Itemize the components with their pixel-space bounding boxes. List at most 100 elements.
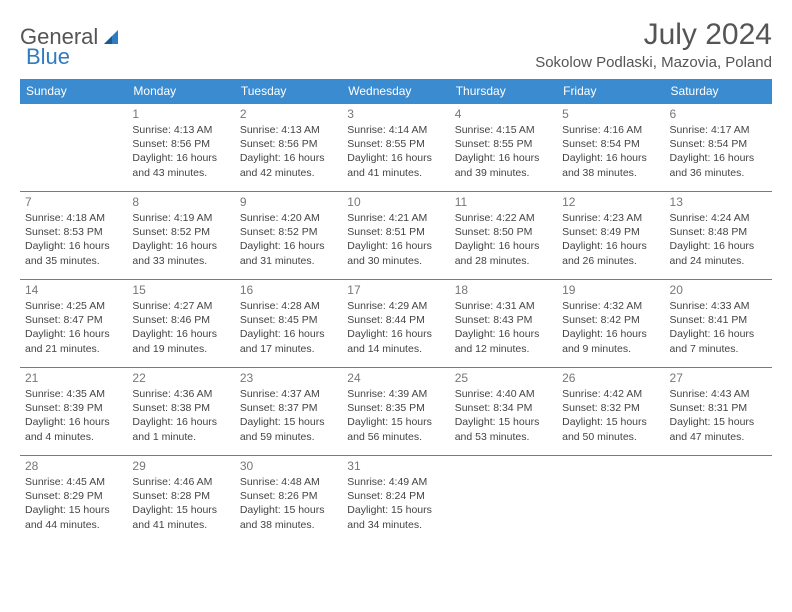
daylight-text: Daylight: 15 hours and 53 minutes. [455, 415, 552, 443]
day-info: Sunrise: 4:17 AMSunset: 8:54 PMDaylight:… [670, 123, 767, 180]
daylight-text: Daylight: 16 hours and 14 minutes. [347, 327, 444, 355]
day-number: 27 [670, 371, 767, 385]
sunrise-text: Sunrise: 4:24 AM [670, 211, 767, 225]
day-number: 8 [132, 195, 229, 209]
day-info: Sunrise: 4:45 AMSunset: 8:29 PMDaylight:… [25, 475, 122, 532]
sunset-text: Sunset: 8:45 PM [240, 313, 337, 327]
daylight-text: Daylight: 16 hours and 4 minutes. [25, 415, 122, 443]
calendar-day-cell [665, 456, 772, 544]
calendar-day-cell: 3Sunrise: 4:14 AMSunset: 8:55 PMDaylight… [342, 104, 449, 192]
calendar-day-cell [557, 456, 664, 544]
daylight-text: Daylight: 16 hours and 21 minutes. [25, 327, 122, 355]
sunrise-text: Sunrise: 4:14 AM [347, 123, 444, 137]
daylight-text: Daylight: 15 hours and 47 minutes. [670, 415, 767, 443]
sunset-text: Sunset: 8:53 PM [25, 225, 122, 239]
day-number: 20 [670, 283, 767, 297]
daylight-text: Daylight: 15 hours and 59 minutes. [240, 415, 337, 443]
sunset-text: Sunset: 8:54 PM [670, 137, 767, 151]
calendar-day-cell: 4Sunrise: 4:15 AMSunset: 8:55 PMDaylight… [450, 104, 557, 192]
sunrise-text: Sunrise: 4:28 AM [240, 299, 337, 313]
sunrise-text: Sunrise: 4:19 AM [132, 211, 229, 225]
sunrise-text: Sunrise: 4:36 AM [132, 387, 229, 401]
daylight-text: Daylight: 16 hours and 7 minutes. [670, 327, 767, 355]
calendar-day-cell: 16 Sunrise: 4:28 AMSunset: 8:45 PMDayligh… [235, 280, 342, 368]
calendar-day-cell: 1Sunrise: 4:13 AMSunset: 8:56 PMDaylight… [127, 104, 234, 192]
calendar-day-cell: 26Sunrise: 4:42 AMSunset: 8:32 PMDayligh… [557, 368, 664, 456]
day-info: Sunrise: 4:22 AMSunset: 8:50 PMDaylight:… [455, 211, 552, 268]
sunrise-text: Sunrise: 4:25 AM [25, 299, 122, 313]
sunset-text: Sunset: 8:28 PM [132, 489, 229, 503]
calendar-day-cell: 24Sunrise: 4:39 AMSunset: 8:35 PMDayligh… [342, 368, 449, 456]
calendar-day-cell: 20Sunrise: 4:33 AMSunset: 8:41 PMDayligh… [665, 280, 772, 368]
calendar-day-cell: 23Sunrise: 4:37 AMSunset: 8:37 PMDayligh… [235, 368, 342, 456]
day-number: 30 [240, 459, 337, 473]
sunset-text: Sunset: 8:52 PM [240, 225, 337, 239]
day-info: Sunrise: 4:28 AMSunset: 8:45 PMDaylight:… [240, 299, 337, 356]
weekday-header: Sunday [20, 79, 127, 104]
day-info: Sunrise: 4:46 AMSunset: 8:28 PMDaylight:… [132, 475, 229, 532]
day-info: Sunrise: 4:13 AMSunset: 8:56 PMDaylight:… [240, 123, 337, 180]
day-info: Sunrise: 4:48 AMSunset: 8:26 PMDaylight:… [240, 475, 337, 532]
day-number: 16 [240, 283, 337, 297]
day-number: 25 [455, 371, 552, 385]
day-info: Sunrise: 4:16 AMSunset: 8:54 PMDaylight:… [562, 123, 659, 180]
day-info: Sunrise: 4:24 AMSunset: 8:48 PMDaylight:… [670, 211, 767, 268]
calendar-day-cell: 31Sunrise: 4:49 AMSunset: 8:24 PMDayligh… [342, 456, 449, 544]
day-info: Sunrise: 4:20 AMSunset: 8:52 PMDaylight:… [240, 211, 337, 268]
sunrise-text: Sunrise: 4:42 AM [562, 387, 659, 401]
sunset-text: Sunset: 8:24 PM [347, 489, 444, 503]
calendar-day-cell: 18Sunrise: 4:31 AMSunset: 8:43 PMDayligh… [450, 280, 557, 368]
sunset-text: Sunset: 8:55 PM [455, 137, 552, 151]
day-number: 4 [455, 107, 552, 121]
day-number: 11 [455, 195, 552, 209]
day-number: 1 [132, 107, 229, 121]
calendar-week-row: 7Sunrise: 4:18 AMSunset: 8:53 PMDaylight… [20, 192, 772, 280]
day-info: Sunrise: 4:39 AMSunset: 8:35 PMDaylight:… [347, 387, 444, 444]
calendar-day-cell: 9Sunrise: 4:20 AMSunset: 8:52 PMDaylight… [235, 192, 342, 280]
day-info: Sunrise: 4:19 AMSunset: 8:52 PMDaylight:… [132, 211, 229, 268]
daylight-text: Daylight: 15 hours and 41 minutes. [132, 503, 229, 531]
day-info: Sunrise: 4:14 AMSunset: 8:55 PMDaylight:… [347, 123, 444, 180]
day-number: 29 [132, 459, 229, 473]
day-info: Sunrise: 4:49 AMSunset: 8:24 PMDaylight:… [347, 475, 444, 532]
daylight-text: Daylight: 15 hours and 38 minutes. [240, 503, 337, 531]
sunrise-text: Sunrise: 4:18 AM [25, 211, 122, 225]
weekday-header: Friday [557, 79, 664, 104]
calendar-week-row: 1 Sunrise: 4:13 AMSunset: 8:56 PMDaylight… [20, 104, 772, 192]
sunrise-text: Sunrise: 4:13 AM [132, 123, 229, 137]
daylight-text: Daylight: 16 hours and 30 minutes. [347, 239, 444, 267]
daylight-text: Daylight: 16 hours and 19 minutes. [132, 327, 229, 355]
day-number: 21 [25, 371, 122, 385]
daylight-text: Daylight: 16 hours and 26 minutes. [562, 239, 659, 267]
sunrise-text: Sunrise: 4:37 AM [240, 387, 337, 401]
sunrise-text: Sunrise: 4:27 AM [132, 299, 229, 313]
sail-icon [102, 28, 122, 46]
sunrise-text: Sunrise: 4:22 AM [455, 211, 552, 225]
daylight-text: Daylight: 16 hours and 33 minutes. [132, 239, 229, 267]
day-number: 28 [25, 459, 122, 473]
calendar-header-row: Sunday Monday Tuesday Wednesday Thursday… [20, 79, 772, 104]
sunset-text: Sunset: 8:51 PM [347, 225, 444, 239]
title-block: July 2024 Sokolow Podlaski, Mazovia, Pol… [535, 18, 772, 71]
daylight-text: Daylight: 16 hours and 35 minutes. [25, 239, 122, 267]
sunset-text: Sunset: 8:34 PM [455, 401, 552, 415]
sunrise-text: Sunrise: 4:29 AM [347, 299, 444, 313]
day-info: Sunrise: 4:42 AMSunset: 8:32 PMDaylight:… [562, 387, 659, 444]
sunrise-text: Sunrise: 4:31 AM [455, 299, 552, 313]
daylight-text: Daylight: 16 hours and 43 minutes. [132, 151, 229, 179]
sunset-text: Sunset: 8:48 PM [670, 225, 767, 239]
day-info: Sunrise: 4:18 AMSunset: 8:53 PMDaylight:… [25, 211, 122, 268]
sunset-text: Sunset: 8:29 PM [25, 489, 122, 503]
calendar-day-cell: 28 Sunrise: 4:45 AMSunset: 8:29 PMDayligh… [20, 456, 127, 544]
day-number: 19 [562, 283, 659, 297]
calendar-day-cell [450, 456, 557, 544]
daylight-text: Daylight: 16 hours and 28 minutes. [455, 239, 552, 267]
sunrise-text: Sunrise: 4:32 AM [562, 299, 659, 313]
calendar-week-row: 21Sunrise: 4:35 AMSunset: 8:39 PMDayligh… [20, 368, 772, 456]
calendar-day-cell: 13Sunrise: 4:24 AMSunset: 8:48 PMDayligh… [665, 192, 772, 280]
calendar-day-cell: 22Sunrise: 4:36 AMSunset: 8:38 PMDayligh… [127, 368, 234, 456]
daylight-text: Daylight: 16 hours and 41 minutes. [347, 151, 444, 179]
calendar-day-cell: 14Sunrise: 4:25 AMSunset: 8:47 PMDayligh… [20, 280, 127, 368]
sunrise-text: Sunrise: 4:17 AM [670, 123, 767, 137]
day-info: Sunrise: 4:31 AMSunset: 8:43 PMDaylight:… [455, 299, 552, 356]
